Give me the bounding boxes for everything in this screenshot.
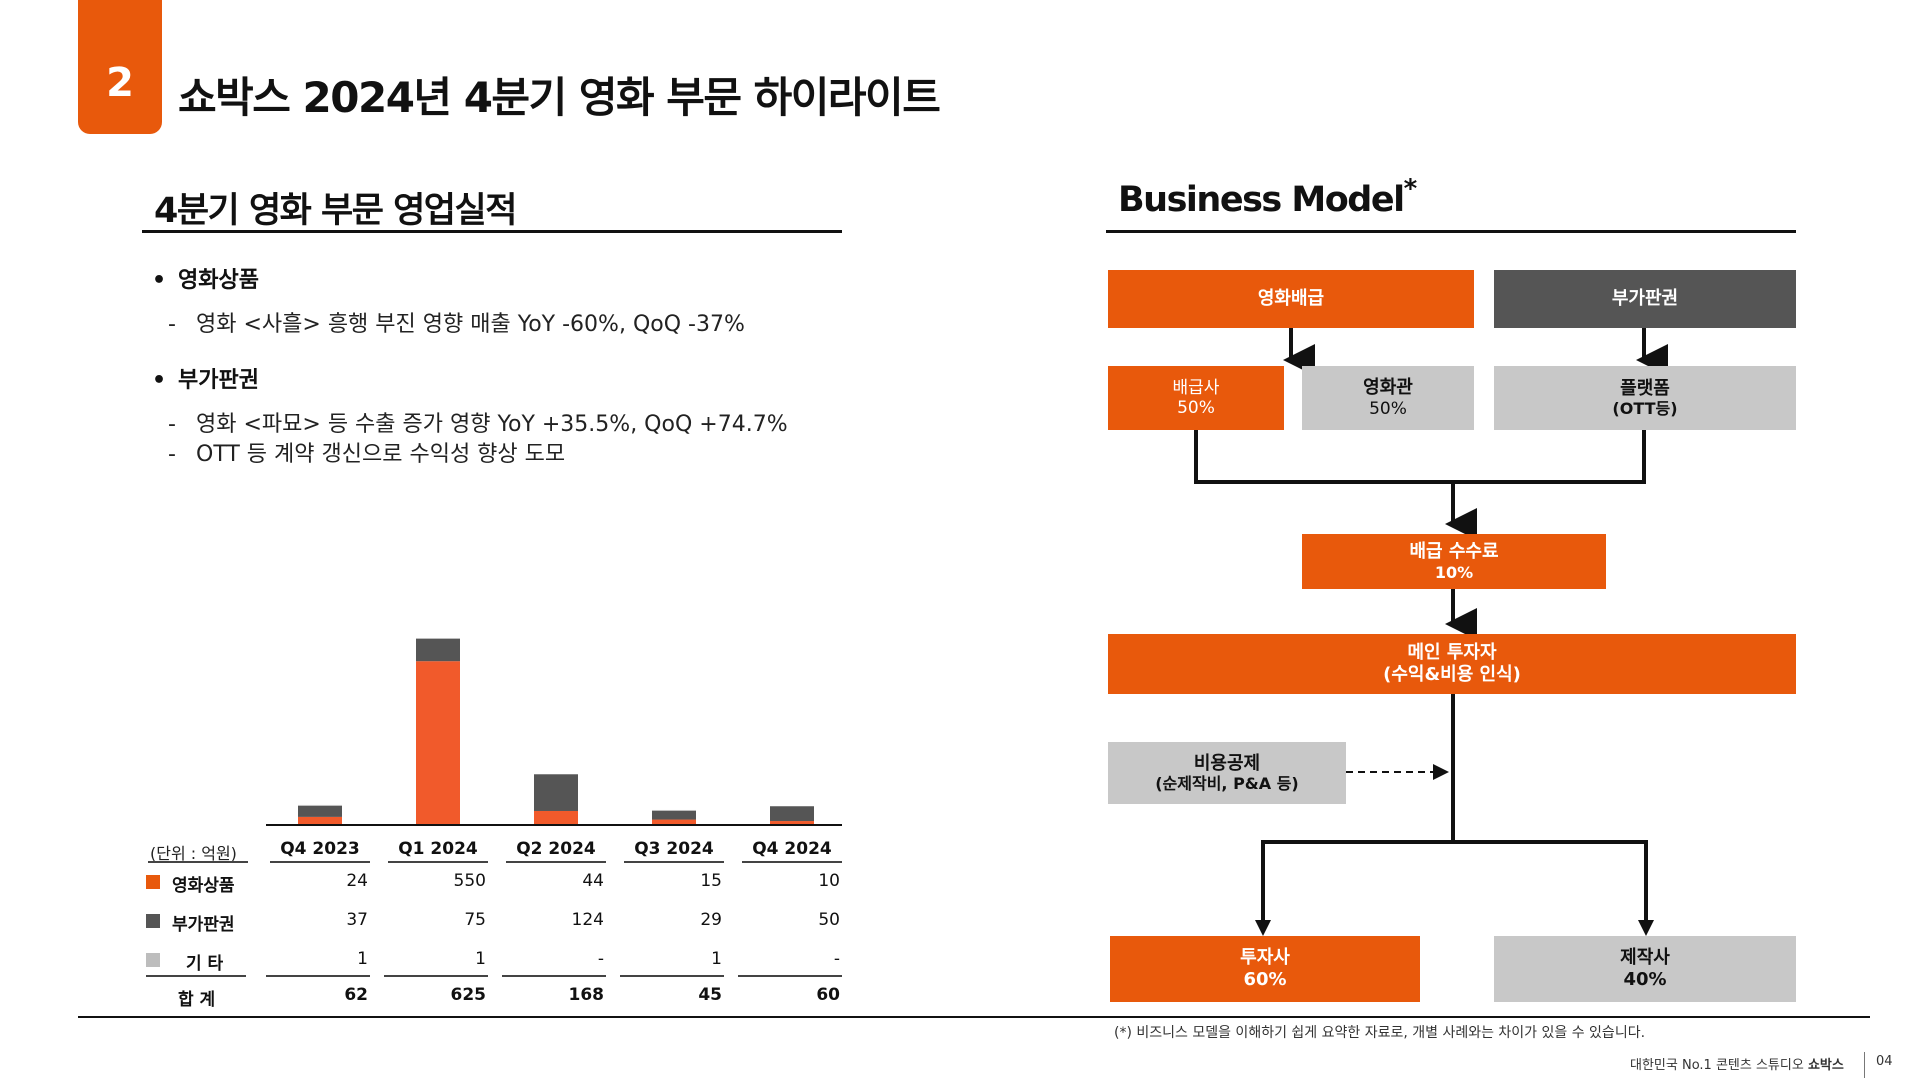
bar-q4-2023-series-1: [298, 816, 342, 824]
table-cell: 29: [700, 910, 722, 930]
footer-brand: 쇼박스: [1807, 1058, 1844, 1073]
table-cell: 10: [818, 871, 840, 891]
bar-q4-2023-series-3: [298, 804, 342, 806]
left-section-title: 4분기 영화 부문 영업실적: [154, 191, 517, 231]
total-separator: [146, 975, 246, 977]
col-header-q4-2023: Q4 2023: [280, 839, 360, 859]
box-cost-deduction: 비용공제 (순제작비, P&A 등): [1108, 742, 1346, 804]
col-header-q1-2024: Q1 2024: [398, 839, 478, 859]
col-underline: [270, 861, 370, 863]
bullet-product-item-1: - 영화 <사흘> 흥행 부진 영향 매출 YoY -60%, QoQ -37%: [168, 312, 745, 337]
box-distributor: 배급사 50%: [1108, 366, 1284, 430]
bullet-ancillary-item-1: - 영화 <파묘> 등 수출 증가 영향 YoY +35.5%, QoQ +74.…: [168, 412, 788, 437]
bar-q1-2024-series-3: [416, 638, 460, 639]
table-cell: 44: [582, 871, 604, 891]
bar-q4-2023-series-2: [298, 805, 342, 817]
legend-ancillary-swatch: [146, 914, 160, 928]
bar-q3-2024-series-1: [652, 819, 696, 824]
table-cell: 1: [475, 949, 486, 969]
col-header-q4-2024: Q4 2024: [752, 839, 832, 859]
row-label-other: 기 타: [186, 954, 224, 974]
bar-q3-2024-series-2: [652, 810, 696, 820]
table-cell: 124: [571, 910, 604, 930]
connector-split: [1261, 840, 1648, 928]
bullet-ancillary-title: 부가판권: [178, 368, 259, 393]
connector-merge: [1194, 430, 1646, 484]
table-total-cell: 168: [568, 985, 605, 1005]
bar-q4-2024-series-1: [770, 821, 814, 824]
unit-label: (단위 : 억원): [150, 844, 237, 863]
bar-q2-2024-series-2: [534, 774, 578, 811]
table-cell: 1: [357, 949, 368, 969]
col-underline: [388, 861, 488, 863]
table-cell: -: [833, 949, 840, 969]
table-cell: 1: [711, 949, 722, 969]
total-separator: [384, 975, 488, 977]
row-label-ancillary: 부가판권: [172, 915, 235, 935]
box-ancillary: 부가판권: [1494, 270, 1796, 328]
box-theater: 영화관 50%: [1302, 366, 1474, 430]
box-investor: 투자사 60%: [1110, 936, 1420, 1002]
right-section-title: Business Model*: [1118, 174, 1417, 220]
unit-underline: [148, 861, 248, 863]
col-header-q2-2024: Q2 2024: [516, 839, 596, 859]
table-cell: 550: [453, 871, 486, 891]
page-title: 쇼박스 2024년 4분기 영화 부문 하이라이트: [178, 73, 941, 122]
table-cell: 24: [346, 871, 368, 891]
right-section-underline: [1106, 230, 1796, 233]
col-underline: [506, 861, 606, 863]
bottom-rule: [78, 1016, 1870, 1018]
box-distribution: 영화배급: [1108, 270, 1474, 328]
bar-q4-2024-series-2: [770, 806, 814, 822]
table-cell: -: [597, 949, 604, 969]
legend-other-swatch: [146, 953, 160, 967]
page-number-badge: 2: [78, 0, 162, 134]
bullet-product-title: 영화상품: [178, 268, 259, 293]
table-cell: 75: [464, 910, 486, 930]
footnote-mark: *: [1403, 174, 1418, 204]
table-total-cell: 625: [450, 985, 487, 1005]
left-section-underline: [142, 230, 842, 233]
box-distribution-fee: 배급 수수료 10%: [1302, 534, 1606, 589]
table-cell: 37: [346, 910, 368, 930]
legend-product-swatch: [146, 875, 160, 889]
bar-q1-2024-series-2: [416, 639, 460, 662]
box-producer: 제작사 40%: [1494, 936, 1796, 1002]
arrowhead-producer: [1638, 920, 1654, 936]
col-header-q3-2024: Q3 2024: [634, 839, 714, 859]
total-separator: [266, 975, 370, 977]
col-underline: [742, 861, 842, 863]
row-label-total: 합 계: [178, 990, 216, 1010]
box-main-investor: 메인 투자자 (수익&비용 인식): [1108, 634, 1796, 694]
bullet-ancillary: • 부가판권: [152, 368, 259, 393]
footer-tagline: 대한민국 No.1 콘텐츠 스튜디오 쇼박스: [1630, 1058, 1844, 1073]
row-label-product: 영화상품: [172, 876, 235, 896]
table-total-cell: 62: [344, 985, 368, 1005]
stacked-bar-chart: [266, 638, 842, 826]
bar-q1-2024-series-1: [416, 661, 460, 824]
table-cell: 15: [700, 871, 722, 891]
bullet-ancillary-item-2: - OTT 등 계약 갱신으로 수익성 향상 도모: [168, 442, 566, 467]
col-underline: [624, 861, 724, 863]
total-separator: [502, 975, 606, 977]
table-total-cell: 45: [698, 985, 722, 1005]
total-separator: [620, 975, 724, 977]
table-total-cell: 60: [816, 985, 840, 1005]
box-platform: 플랫폼 (OTT등): [1494, 366, 1796, 430]
footer-divider: [1864, 1052, 1865, 1078]
footer-page-number: 04: [1876, 1054, 1893, 1069]
bar-q2-2024-series-1: [534, 810, 578, 824]
arrowhead-investor: [1255, 920, 1271, 936]
total-separator: [738, 975, 842, 977]
bullet-product: • 영화상품: [152, 268, 259, 293]
bar-q3-2024-series-3: [652, 809, 696, 811]
table-cell: 50: [818, 910, 840, 930]
footnote: (*) 비즈니스 모델을 이해하기 쉽게 요약한 자료로, 개별 사례와는 차이…: [1114, 1025, 1646, 1041]
